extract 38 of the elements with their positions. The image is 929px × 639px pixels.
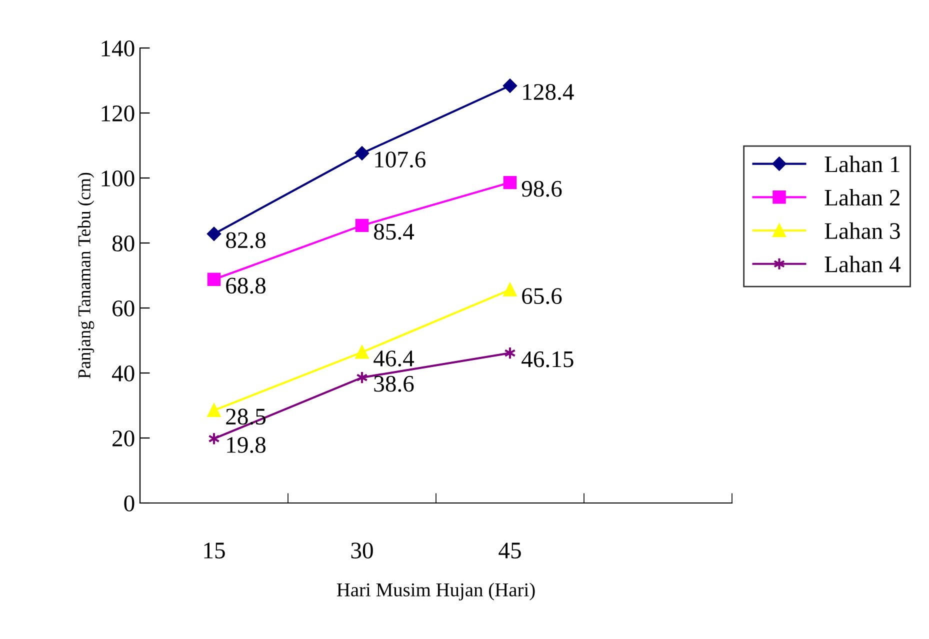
point: [355, 146, 369, 160]
y-tick-label: 80: [112, 235, 134, 252]
point: [207, 404, 221, 417]
x-tick-label: 15: [204, 542, 225, 559]
data-label: 19.8: [227, 436, 266, 453]
point: [355, 346, 369, 359]
data-label: 46.15: [522, 351, 574, 368]
point: [207, 272, 221, 286]
point: [503, 283, 517, 296]
x-axis-title: Hari Musim Hujan (Hari): [336, 582, 535, 600]
legend-label: Lahan 1: [824, 156, 900, 172]
legend-label: Lahan 4: [824, 256, 900, 272]
y-tick-label: 0: [124, 495, 134, 512]
data-label: 38.6: [374, 376, 414, 392]
x-tick-label: 30: [351, 542, 373, 559]
point: [355, 218, 369, 232]
y-tick-label: 40: [112, 365, 134, 382]
y-tick-label: 140: [102, 40, 134, 56]
legend-label: Lahan 2: [824, 189, 900, 206]
data-label: 128.4: [523, 84, 574, 100]
y-tick-label: 100: [102, 170, 134, 186]
point: [207, 226, 221, 241]
y-tick-label: 20: [112, 430, 134, 446]
point: [503, 176, 517, 190]
point: [503, 78, 517, 93]
x-tick-label: 45: [498, 542, 521, 559]
data-label: 65.6: [522, 288, 562, 304]
legend-label: Lahan 3: [824, 222, 900, 240]
data-label: 82.8: [226, 232, 266, 248]
y-tick-label: 120: [102, 105, 134, 122]
data-label: 85.4: [374, 224, 414, 240]
data-label: 68.8: [226, 278, 266, 294]
y-axis-title: Panjang Tanaman Tebu (cm): [78, 172, 94, 378]
data-label: 107.6: [375, 152, 426, 168]
y-tick-label: 60: [112, 300, 134, 316]
data-label: 98.6: [522, 180, 562, 197]
data-label: 46.4: [374, 350, 414, 367]
data-label: 28.5: [226, 408, 266, 425]
